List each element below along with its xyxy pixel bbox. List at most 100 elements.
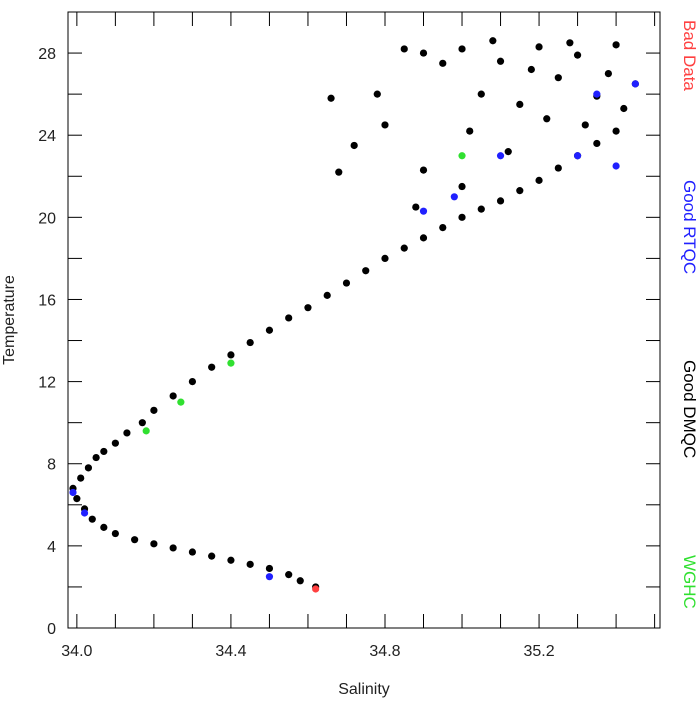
point [92,453,100,462]
point [477,205,485,213]
point [285,314,293,322]
y-tick-label: 0 [47,621,56,638]
legend-entry: Good DMQC [680,360,699,458]
point [620,104,628,113]
point [581,121,589,129]
y-tick-label: 20 [38,210,56,227]
y-tick-label: 28 [38,46,56,63]
point [593,139,601,148]
point [504,148,512,156]
x-tick-label: 34.0 [61,643,92,660]
point [177,398,185,406]
point [73,495,81,503]
point [527,65,535,74]
point [400,244,408,252]
point [100,447,108,456]
point [450,193,458,201]
point [304,304,312,312]
point [631,80,639,88]
point [477,90,485,98]
point [566,39,574,47]
point [111,439,119,447]
point [419,49,428,57]
point [227,359,235,367]
point [573,51,582,59]
point [138,419,146,427]
point [80,509,89,517]
x-axis-label: Salinity [338,681,390,698]
point [88,515,96,523]
point [439,59,447,67]
legend-entry: Bad Data [680,20,699,91]
point [412,203,420,211]
point [381,121,389,129]
point [227,556,235,564]
point [381,254,389,262]
point [489,37,497,45]
point [327,94,335,102]
point [612,127,620,135]
point [458,152,466,160]
point [342,279,351,287]
point [265,326,274,334]
point [535,43,543,51]
point [554,74,562,82]
point [285,571,293,579]
point [312,585,320,593]
point [458,182,466,191]
point [496,57,505,65]
y-axis-label: Temperature [1,275,18,365]
point [516,100,524,108]
point [516,187,524,195]
point [439,224,447,232]
point [188,548,197,556]
point [543,115,551,123]
point [335,168,343,176]
point [458,213,466,221]
point [604,70,612,78]
point [535,176,543,184]
point [323,291,331,299]
point [111,529,119,538]
point [496,152,505,160]
point [265,564,274,573]
x-tick-label: 34.8 [369,643,400,660]
point [612,41,620,49]
point [458,45,466,53]
point [419,166,428,174]
point [419,234,428,242]
point [131,536,139,544]
point [612,162,620,170]
point [69,488,77,497]
plot-frame [67,11,661,629]
x-tick-label: 34.4 [215,643,246,660]
point [100,523,108,531]
point [593,90,601,98]
point [208,552,216,560]
y-tick-label: 16 [38,292,56,309]
x-tick-label: 35.2 [523,643,554,660]
point [246,338,254,347]
y-tick-label: 4 [47,539,56,556]
point [142,427,150,435]
legend-entry: Good RTQC [680,180,699,274]
legend-entry: WGHC [680,555,699,609]
point [496,197,505,205]
point [246,560,254,568]
point [466,127,474,135]
point [150,540,158,548]
point [208,363,216,371]
point [373,90,381,98]
y-tick-label: 24 [38,128,56,145]
point [169,544,177,552]
point [169,392,177,400]
y-tick-label: 12 [38,375,56,392]
point [84,464,93,472]
point [350,141,358,150]
point [77,474,85,482]
point [573,152,582,160]
point [296,577,304,585]
point [554,164,562,172]
point [188,378,197,386]
